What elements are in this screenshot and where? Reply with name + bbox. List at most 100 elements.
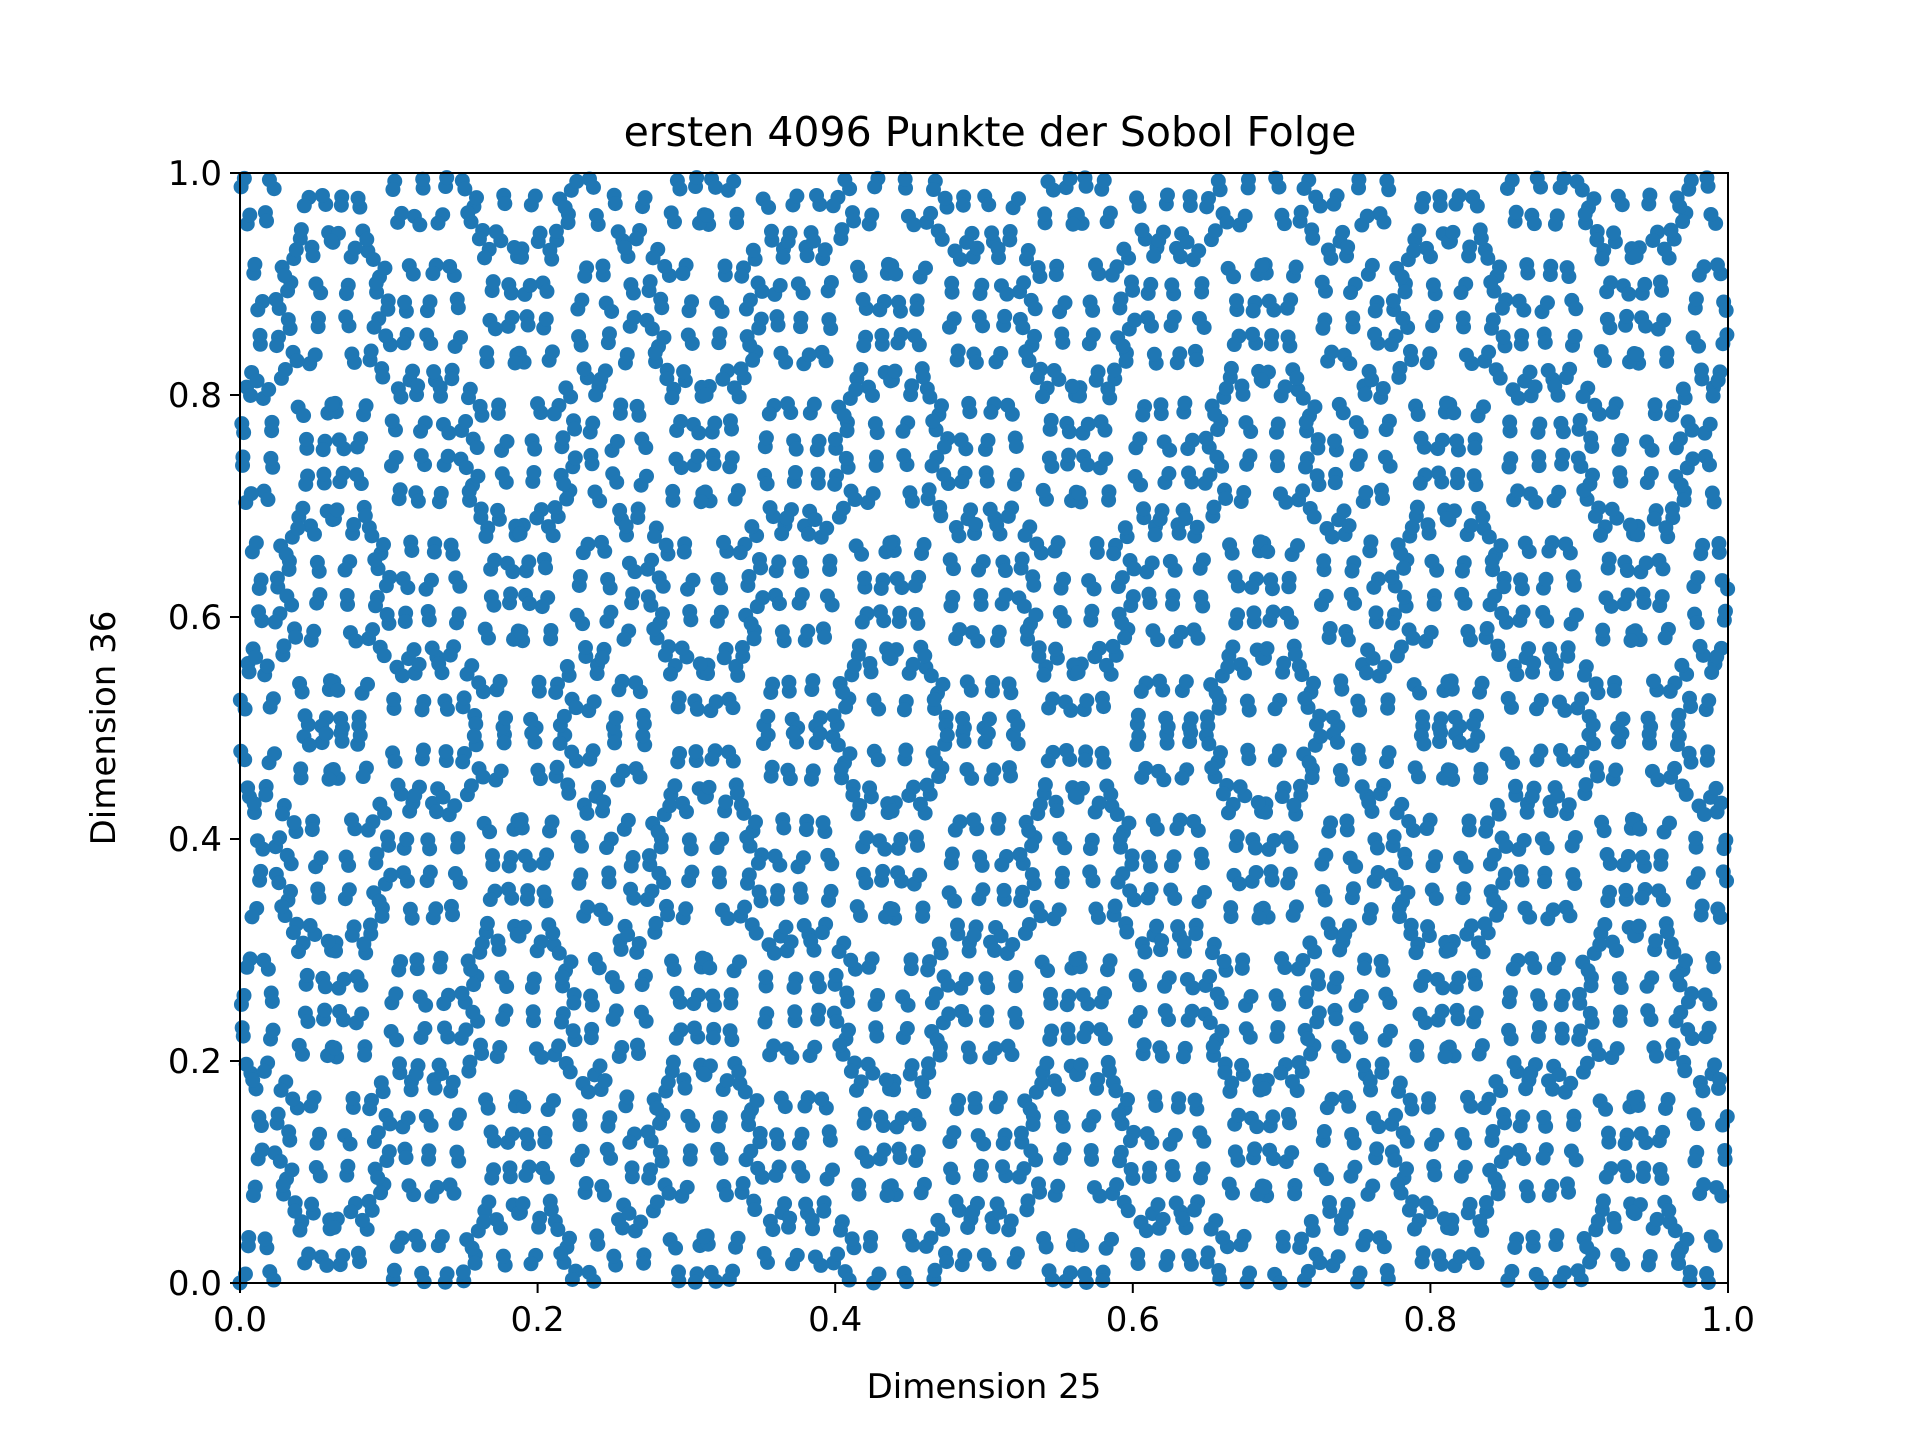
- scatter-point: [286, 815, 302, 831]
- scatter-point: [973, 1158, 989, 1174]
- scatter-point: [434, 1066, 450, 1082]
- scatter-point: [1475, 509, 1491, 525]
- scatter-point: [1058, 1273, 1074, 1289]
- scatter-point: [1705, 388, 1721, 404]
- scatter-point: [1017, 527, 1033, 543]
- scatter-point: [1376, 214, 1392, 230]
- scatter-point: [1401, 813, 1417, 829]
- scatter-point: [1470, 728, 1486, 744]
- scatter-point: [1125, 282, 1141, 298]
- scatter-point: [1016, 598, 1032, 614]
- scatter-point: [1175, 1211, 1191, 1227]
- scatter-point: [755, 590, 771, 606]
- scatter-point: [822, 1132, 838, 1148]
- scatter-point: [1463, 518, 1479, 534]
- scatter-point: [1399, 1161, 1414, 1177]
- scatter-point: [1023, 1143, 1039, 1159]
- scatter-point: [617, 240, 633, 256]
- scatter-point: [892, 1150, 908, 1166]
- scatter-point: [1268, 424, 1284, 440]
- scatter-point: [1328, 1011, 1344, 1027]
- scatter-point: [1432, 189, 1448, 205]
- scatter-point: [319, 1257, 335, 1273]
- scatter-point: [1717, 1142, 1733, 1158]
- scatter-point: [1133, 683, 1149, 699]
- scatter-point: [1712, 909, 1728, 925]
- scatter-point: [667, 778, 683, 794]
- scatter-point: [264, 423, 280, 439]
- scatter-point: [1103, 786, 1119, 802]
- scatter-point: [727, 491, 743, 507]
- scatter-point: [800, 623, 816, 639]
- scatter-point: [460, 205, 476, 221]
- scatter-point: [488, 224, 504, 240]
- scatter-point: [913, 1185, 929, 1201]
- scatter-point: [1235, 386, 1251, 402]
- scatter-point: [851, 638, 867, 654]
- scatter-point: [923, 205, 939, 221]
- scatter-point: [1382, 995, 1398, 1011]
- scatter-point: [237, 1266, 253, 1282]
- scatter-point: [552, 735, 568, 751]
- scatter-point: [302, 918, 318, 934]
- scatter-point: [443, 537, 459, 553]
- scatter-point: [532, 771, 548, 787]
- scatter-point: [1076, 1029, 1092, 1045]
- scatter-point: [1622, 517, 1638, 533]
- scatter-point: [571, 875, 587, 891]
- scatter-point: [708, 179, 724, 195]
- scatter-point: [813, 1257, 829, 1273]
- scatter-point: [715, 371, 731, 387]
- scatter-point: [340, 1158, 356, 1174]
- scatter-point: [603, 604, 619, 620]
- scatter-point: [1688, 291, 1704, 307]
- scatter-point: [1275, 1229, 1291, 1245]
- scatter-point: [1299, 985, 1315, 1001]
- scatter-point: [756, 1245, 772, 1261]
- scatter-point: [1208, 685, 1224, 701]
- scatter-point: [631, 1045, 647, 1061]
- scatter-point: [476, 1214, 492, 1230]
- scatter-point: [1104, 1231, 1120, 1247]
- scatter-point: [539, 283, 555, 299]
- scatter-point: [518, 1167, 534, 1183]
- scatter-point: [917, 648, 933, 664]
- scatter-point: [1462, 632, 1478, 648]
- scatter-point: [1236, 485, 1252, 500]
- scatter-point: [609, 474, 625, 490]
- scatter-point: [567, 421, 583, 437]
- scatter-point: [1274, 789, 1290, 805]
- scatter-point: [234, 416, 250, 432]
- scatter-point: [686, 996, 702, 1012]
- scatter-point: [1707, 1237, 1723, 1253]
- scatter-point: [1636, 595, 1652, 611]
- x-tick-label: 0.2: [511, 1300, 565, 1340]
- scatter-point: [729, 215, 745, 231]
- scatter-point: [1244, 326, 1260, 342]
- scatter-point: [1149, 821, 1165, 837]
- scatter-point: [1321, 823, 1337, 839]
- scatter-point: [474, 1045, 490, 1061]
- scatter-point: [480, 1100, 496, 1116]
- scatter-point: [1146, 346, 1162, 362]
- scatter-point: [1343, 586, 1359, 602]
- scatter-point: [833, 761, 849, 777]
- scatter-point: [1548, 657, 1564, 673]
- scatter-point: [441, 425, 457, 441]
- scatter-point: [971, 309, 987, 325]
- scatter-point: [740, 1108, 756, 1124]
- scatter-point: [1555, 447, 1571, 463]
- scatter-point: [955, 197, 971, 213]
- scatter-point: [830, 1246, 846, 1262]
- scatter-point: [445, 907, 461, 923]
- scatter-point: [990, 241, 1006, 257]
- scatter-point: [482, 824, 498, 840]
- scatter-point: [1298, 459, 1313, 475]
- scatter-point: [258, 787, 274, 803]
- scatter-point: [714, 303, 730, 319]
- chart-title: ersten 4096 Punkte der Sobol Folge: [624, 108, 1357, 156]
- scatter-point: [857, 1106, 873, 1122]
- scatter-point: [277, 268, 293, 284]
- scatter-point: [1510, 390, 1526, 406]
- scatter-point: [688, 744, 704, 760]
